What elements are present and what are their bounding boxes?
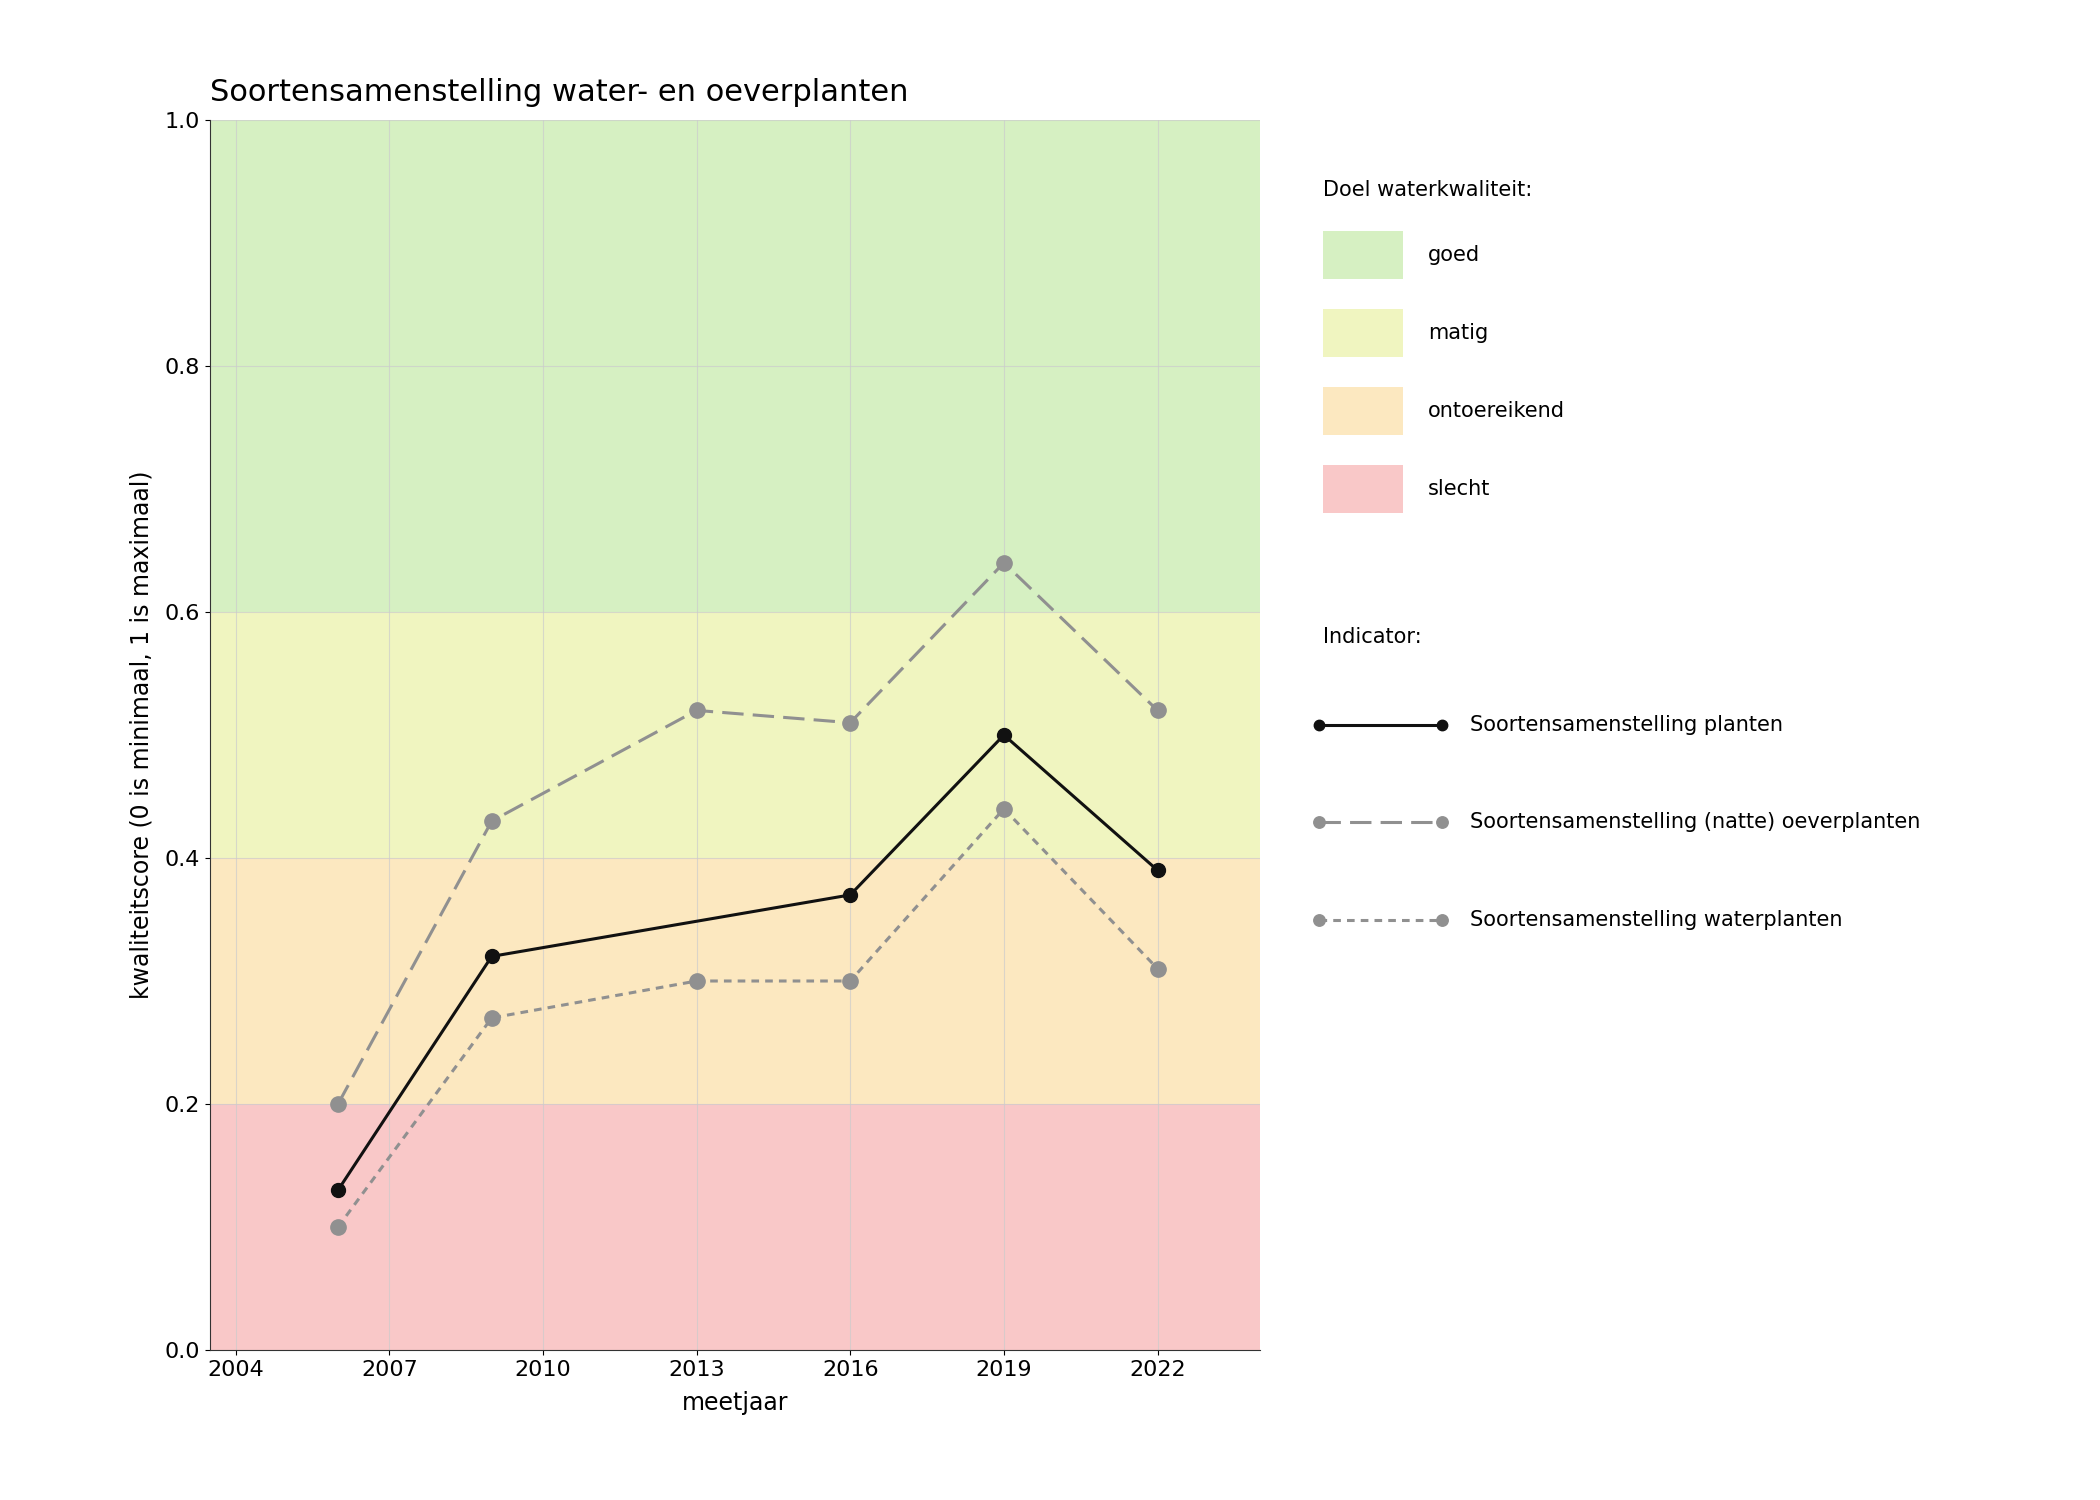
Y-axis label: kwaliteitscore (0 is minimaal, 1 is maximaal): kwaliteitscore (0 is minimaal, 1 is maxi… <box>130 471 153 999</box>
Bar <box>210 120 1260 612</box>
Text: matig: matig <box>1428 322 1489 344</box>
Text: Doel waterkwaliteit:: Doel waterkwaliteit: <box>1323 180 1533 200</box>
Text: ontoereikend: ontoereikend <box>1428 400 1564 422</box>
Text: Soortensamenstelling waterplanten: Soortensamenstelling waterplanten <box>1470 909 1842 930</box>
Bar <box>210 1104 1260 1350</box>
Text: Soortensamenstelling planten: Soortensamenstelling planten <box>1470 714 1783 735</box>
Bar <box>210 858 1260 1104</box>
Text: goed: goed <box>1428 244 1480 266</box>
Bar <box>210 612 1260 858</box>
Text: Soortensamenstelling (natte) oeverplanten: Soortensamenstelling (natte) oeverplante… <box>1470 812 1919 832</box>
X-axis label: meetjaar: meetjaar <box>682 1390 788 1414</box>
Text: Indicator:: Indicator: <box>1323 627 1422 646</box>
Text: slecht: slecht <box>1428 478 1491 500</box>
Text: Soortensamenstelling water- en oeverplanten: Soortensamenstelling water- en oeverplan… <box>210 78 909 106</box>
